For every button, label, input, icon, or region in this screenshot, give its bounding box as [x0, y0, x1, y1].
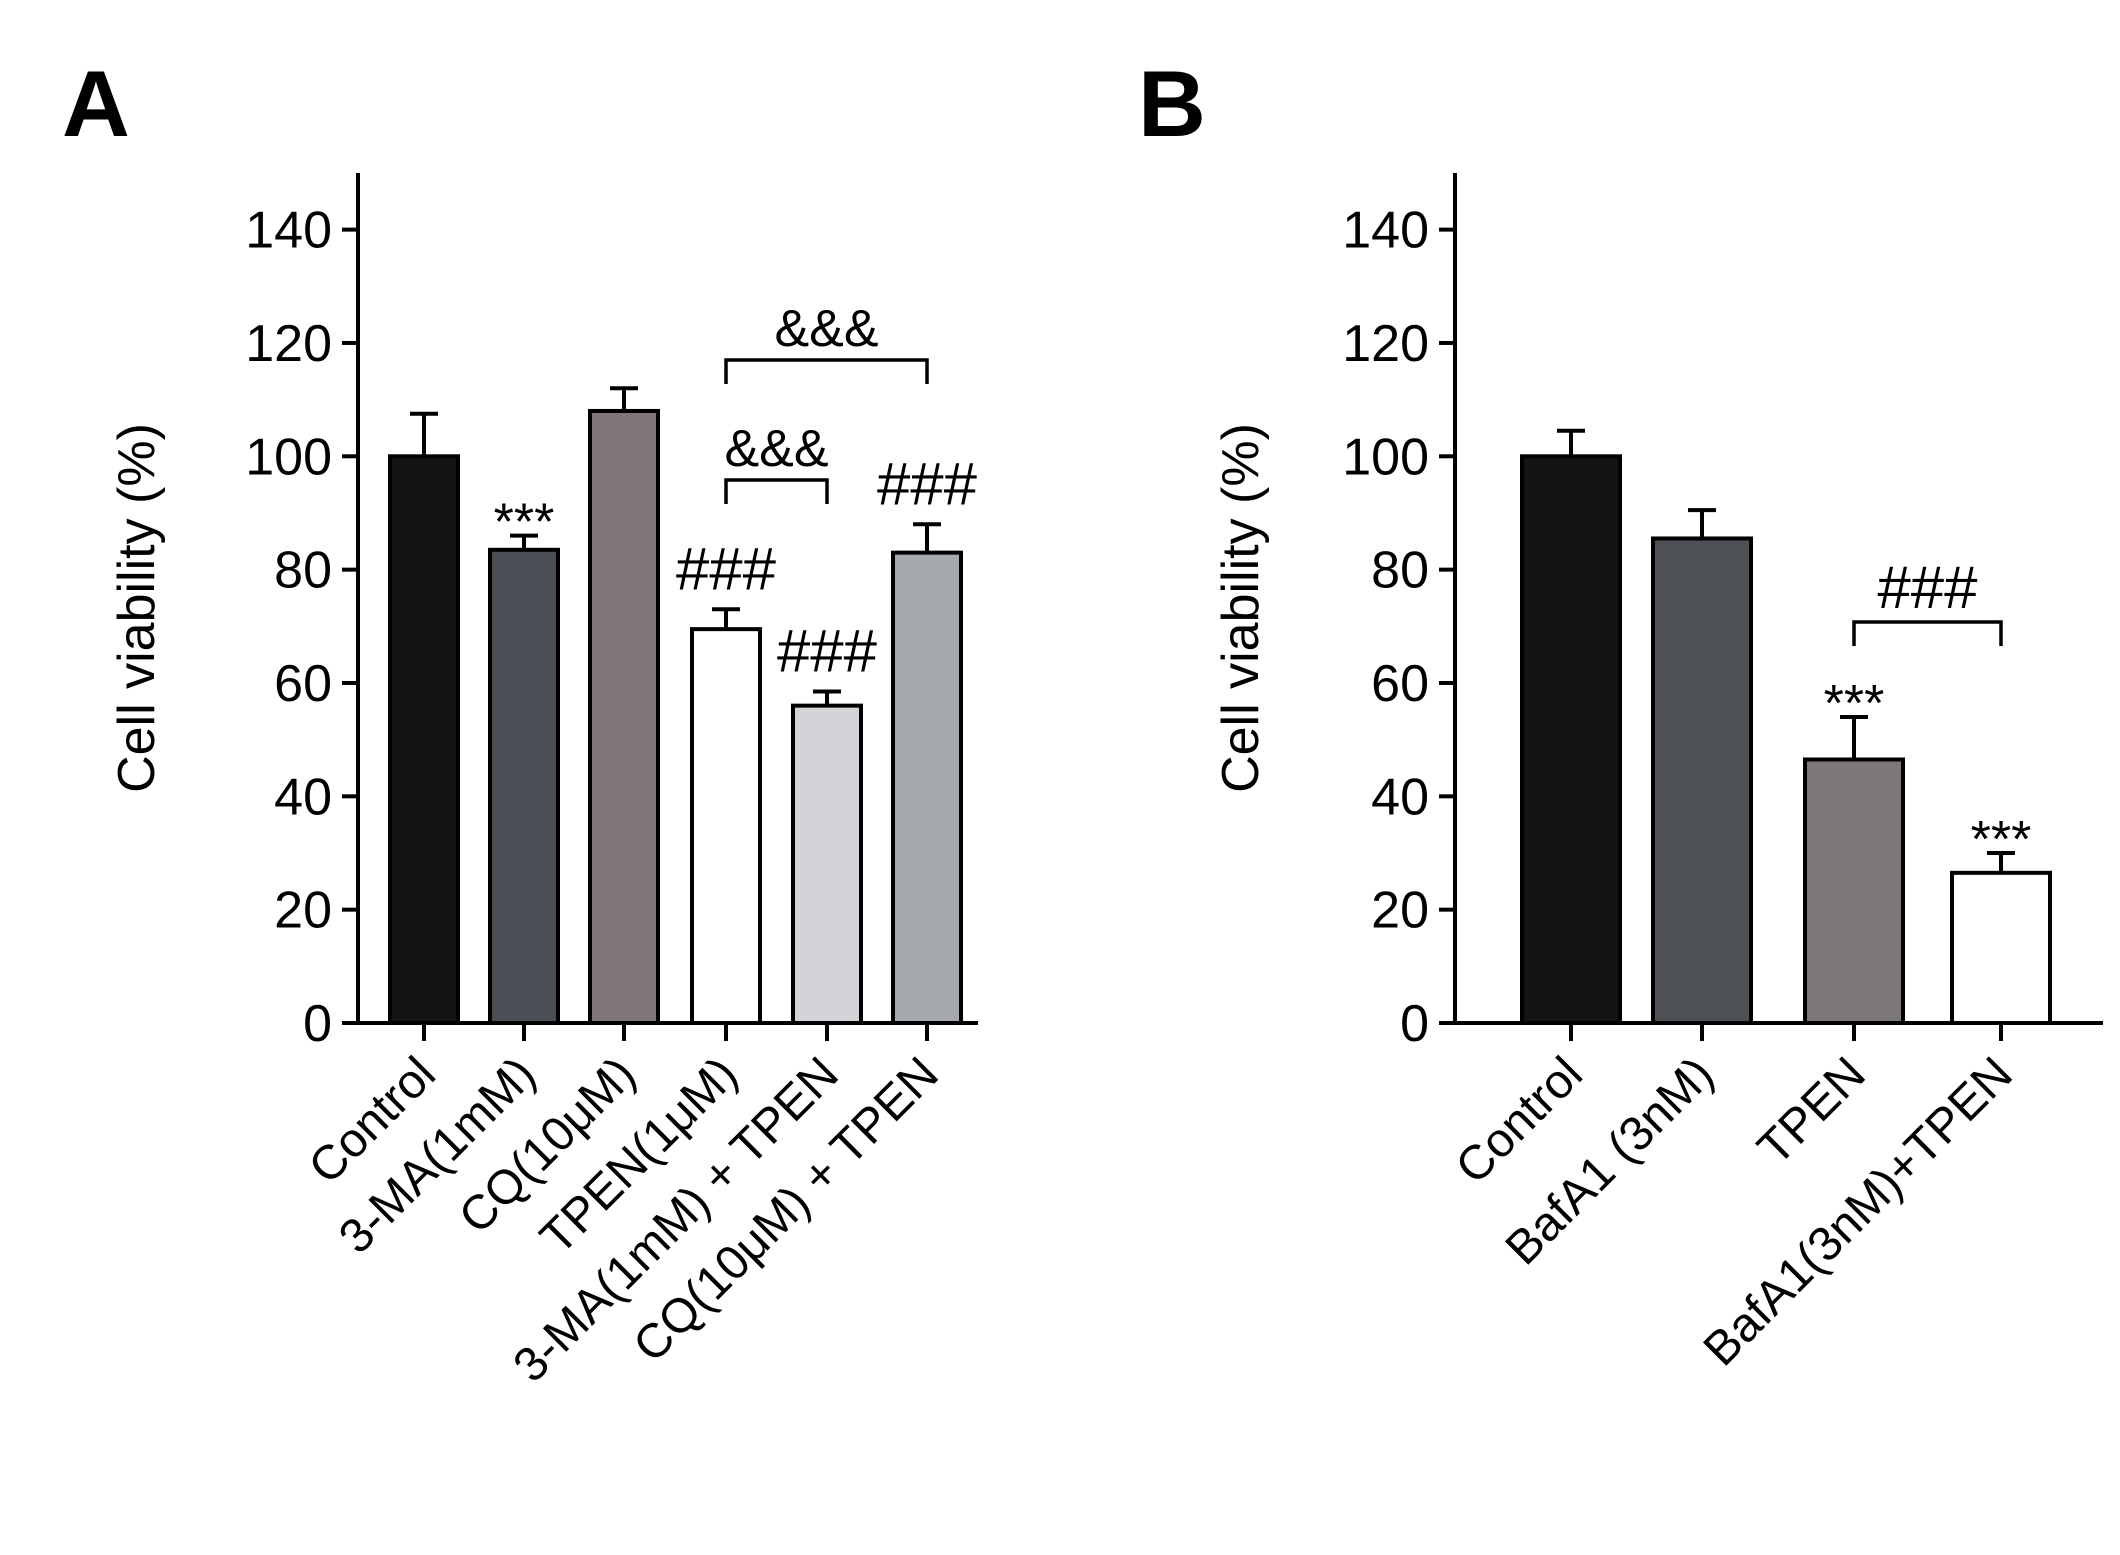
panel-b-bar — [1950, 870, 2052, 1026]
panel-b-y-tick-label: 120 — [1342, 315, 1429, 373]
panel-b-y-axis-label: Cell viability (%) — [1212, 423, 1270, 793]
panel-b-bar — [1651, 536, 1753, 1025]
panel-b-y-tick-label: 0 — [1400, 995, 1429, 1053]
panel-b-y-tick-label: 140 — [1342, 202, 1429, 260]
panel-b-significance-label: *** — [1824, 675, 1885, 733]
panel-label-a: A — [62, 51, 130, 156]
panel-a-significance-label: *** — [494, 494, 555, 552]
panel-a-bracket-label: &&& — [774, 300, 878, 358]
panel-a-y-tick-label: 40 — [274, 768, 332, 826]
panel-a-significance-label: ### — [877, 450, 978, 517]
panel-b-y-tick-label: 80 — [1371, 542, 1429, 600]
panel-a-y-axis-label: Cell viability (%) — [108, 423, 166, 793]
panel-a-bar — [488, 547, 560, 1025]
panel-a-y-tick-label: 60 — [274, 655, 332, 713]
panel-a-y-tick-label: 140 — [245, 202, 332, 260]
panel-a-comparison-bracket — [724, 358, 929, 384]
panel-a-bracket-label: &&& — [724, 420, 828, 478]
panel-b-y-tick-label: 100 — [1342, 428, 1429, 486]
panel-a-y-tick-label: 120 — [245, 315, 332, 373]
panel-label-b: B — [1138, 51, 1206, 156]
panel-a-bar — [588, 408, 660, 1025]
panel-a-y-tick-label: 0 — [303, 995, 332, 1053]
panel-b-y-tick-label: 20 — [1371, 882, 1429, 940]
panel-a-bar — [891, 550, 963, 1025]
panel-b-category-label: TPEN — [1748, 1047, 1876, 1175]
panel-b-bar — [1803, 757, 1905, 1025]
panel-b-significance-label: *** — [1971, 811, 2032, 869]
panel-a-bar — [388, 454, 460, 1025]
panel-a-bar — [791, 703, 863, 1025]
panel-b-y-tick-label: 60 — [1371, 655, 1429, 713]
panel-a-bar — [690, 627, 762, 1025]
panel-a-y-tick-label: 80 — [274, 542, 332, 600]
panel-a-comparison-bracket — [724, 478, 829, 504]
panel-a-significance-label: ### — [777, 617, 878, 684]
panel-b-bracket-label: ### — [1877, 554, 1978, 621]
panel-a-y-tick-label: 100 — [245, 428, 332, 486]
panel-b-bar — [1520, 454, 1622, 1025]
panel-a-significance-label: ### — [676, 535, 777, 602]
panel-a-y-tick-label: 20 — [274, 882, 332, 940]
panel-b-comparison-bracket — [1852, 620, 2003, 646]
panel-b-y-tick-label: 40 — [1371, 768, 1429, 826]
